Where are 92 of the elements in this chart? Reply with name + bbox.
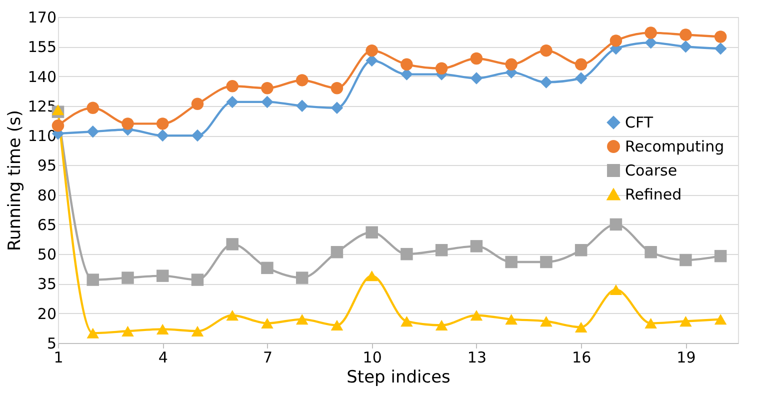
point bbox=[86, 102, 99, 114]
point bbox=[435, 244, 448, 256]
point bbox=[610, 218, 622, 231]
y-axis-title: Running time (s) bbox=[4, 110, 25, 251]
x-tick-label: 16 bbox=[572, 348, 592, 366]
point bbox=[296, 314, 308, 325]
y-tick-label: 140 bbox=[28, 68, 56, 86]
point bbox=[226, 310, 238, 321]
point bbox=[470, 310, 483, 321]
point bbox=[330, 102, 344, 114]
point bbox=[714, 314, 727, 325]
x-tick-label: 19 bbox=[676, 348, 696, 366]
point bbox=[261, 96, 274, 108]
x-axis-title: Step indices bbox=[346, 368, 451, 388]
point bbox=[226, 238, 238, 250]
x-tick-label: 4 bbox=[158, 348, 168, 366]
point bbox=[226, 80, 238, 92]
y-tick-label: 80 bbox=[37, 186, 56, 204]
point bbox=[156, 270, 169, 282]
legend-label: Coarse bbox=[625, 162, 678, 180]
y-tick-label: 95 bbox=[37, 156, 56, 175]
point bbox=[366, 226, 378, 238]
point bbox=[261, 318, 274, 329]
point bbox=[574, 72, 588, 84]
point bbox=[470, 72, 483, 84]
point bbox=[191, 129, 204, 142]
point bbox=[191, 274, 204, 286]
point bbox=[505, 314, 518, 325]
x-tick-label: 7 bbox=[262, 348, 273, 366]
x-tick-label: 10 bbox=[362, 348, 382, 366]
point bbox=[86, 328, 99, 338]
point bbox=[470, 52, 483, 65]
point bbox=[680, 254, 692, 266]
point bbox=[610, 284, 622, 295]
point bbox=[644, 246, 657, 258]
point bbox=[296, 272, 308, 284]
point bbox=[400, 58, 413, 71]
point bbox=[610, 34, 622, 47]
x-tick-label: 13 bbox=[467, 348, 487, 366]
point bbox=[400, 248, 413, 260]
legend-label: Refined bbox=[625, 186, 682, 204]
y-tick-label: 20 bbox=[37, 304, 56, 323]
point bbox=[644, 26, 657, 39]
point bbox=[540, 44, 552, 57]
y-tick-label: 5 bbox=[46, 334, 56, 352]
point bbox=[191, 326, 204, 336]
point bbox=[540, 256, 552, 268]
point bbox=[574, 322, 588, 332]
point bbox=[330, 246, 344, 258]
legend-label: CFT bbox=[625, 114, 654, 132]
point bbox=[644, 318, 657, 329]
y-tick-label: 35 bbox=[37, 275, 56, 294]
point bbox=[435, 320, 448, 331]
point bbox=[680, 316, 692, 327]
point bbox=[296, 74, 308, 86]
point bbox=[540, 316, 552, 327]
point bbox=[156, 118, 169, 130]
point bbox=[122, 272, 134, 284]
y-tick-label: 155 bbox=[28, 38, 56, 56]
point bbox=[714, 42, 727, 55]
point bbox=[226, 96, 238, 108]
point bbox=[156, 129, 169, 142]
point bbox=[330, 82, 344, 94]
point bbox=[330, 320, 344, 331]
point bbox=[435, 62, 448, 74]
point bbox=[540, 76, 552, 88]
point bbox=[714, 250, 727, 262]
y-tick-label: 50 bbox=[37, 246, 56, 264]
point bbox=[191, 98, 204, 110]
y-tick-label: 170 bbox=[28, 8, 56, 26]
point bbox=[366, 270, 378, 282]
point bbox=[122, 118, 134, 130]
point bbox=[261, 262, 274, 274]
point bbox=[86, 274, 99, 286]
point bbox=[680, 40, 692, 53]
x-tick-label: 1 bbox=[54, 348, 64, 366]
point bbox=[156, 324, 169, 334]
point bbox=[574, 58, 588, 71]
point bbox=[505, 58, 518, 71]
legend-label: Recomputing bbox=[625, 138, 724, 156]
point bbox=[122, 326, 134, 336]
point bbox=[470, 240, 483, 252]
point bbox=[505, 256, 518, 268]
point bbox=[400, 316, 413, 327]
point bbox=[261, 82, 274, 94]
point bbox=[296, 100, 308, 112]
y-tick-label: 65 bbox=[37, 216, 56, 234]
point bbox=[86, 125, 99, 138]
point bbox=[714, 30, 727, 43]
point bbox=[574, 244, 588, 256]
point bbox=[680, 28, 692, 41]
point bbox=[366, 44, 378, 57]
